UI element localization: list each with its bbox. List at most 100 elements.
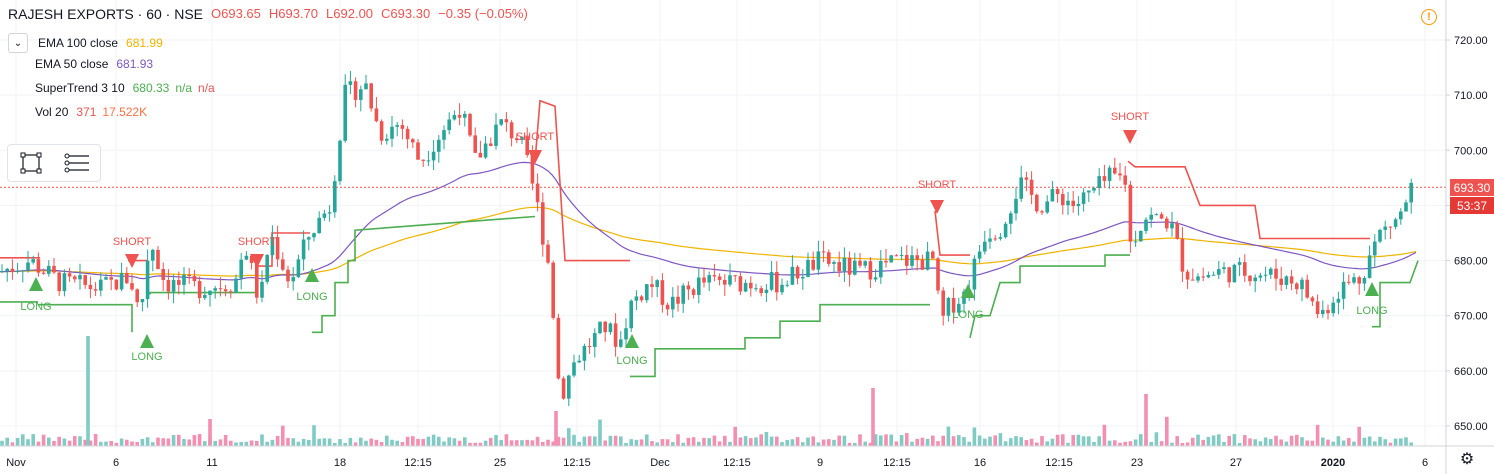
volume-bar — [260, 434, 264, 446]
candle-body — [99, 279, 103, 291]
candle-body — [156, 249, 160, 269]
volume-bar — [951, 436, 956, 446]
gear-icon[interactable]: ⚙ — [1459, 451, 1475, 468]
candle-body — [255, 262, 259, 298]
candle-body — [499, 119, 503, 125]
signal-label: SHORT — [1111, 111, 1150, 123]
indicator-volume[interactable]: Vol 20 371 17.522K — [35, 105, 147, 119]
volume-bar — [1159, 441, 1164, 446]
volume-bar — [712, 435, 717, 446]
volume-bar — [338, 439, 342, 446]
volume-bar — [1118, 442, 1122, 446]
volume-bar — [889, 434, 893, 446]
candle-body — [1237, 262, 1242, 265]
volume-bar — [390, 439, 394, 446]
candle-body — [457, 115, 462, 118]
volume-bar — [5, 437, 9, 446]
volume-bar — [187, 439, 191, 446]
candle-body — [1362, 277, 1367, 284]
symbol-title[interactable]: RAJESH EXPORTS · 60 · NSE — [8, 6, 204, 22]
candle-body — [863, 261, 867, 266]
volume-bar — [1274, 435, 1278, 446]
candle-body — [780, 284, 784, 293]
y-tick-label: 650.00 — [1454, 421, 1488, 433]
volume-bar — [541, 441, 545, 446]
volume-bar — [811, 436, 815, 446]
candle-body — [769, 272, 774, 290]
volume-bar — [1071, 435, 1075, 446]
volume-bar — [1154, 432, 1159, 446]
candle-body — [437, 139, 441, 152]
x-tick-label: 12:15 — [563, 457, 591, 469]
candle-body — [639, 296, 644, 301]
candle-body — [359, 89, 363, 100]
candle-body — [936, 258, 940, 291]
candle-body — [265, 255, 269, 282]
candle-body — [1066, 200, 1070, 206]
candle-body — [1253, 277, 1257, 282]
candle-body — [104, 277, 108, 280]
volume-bar — [676, 434, 680, 446]
candle-body — [1024, 177, 1029, 180]
volume-bar — [473, 442, 477, 446]
rectangle-tool-icon[interactable] — [16, 148, 46, 178]
candle-body — [546, 244, 550, 263]
candle-body — [275, 237, 280, 260]
time-axis: Nov 6 11 18 12:15 25 12:15 Dec 12:15 9 12:15 16 12:1… — [0, 445, 1494, 469]
chevron-down-icon[interactable]: ⌄ — [8, 33, 28, 53]
candle-body — [853, 260, 857, 275]
candle-body — [374, 108, 379, 122]
volume-bar — [587, 436, 592, 446]
ohlc-high: H693.70 — [268, 6, 319, 21]
candle-body — [1170, 223, 1174, 229]
volume-bar — [161, 438, 165, 446]
x-tick-label: 18 — [334, 457, 346, 469]
candle-body — [5, 268, 9, 272]
volume-bar — [1097, 436, 1101, 446]
ohlc-open: O693.65 — [211, 6, 261, 21]
volume-bar — [405, 436, 410, 446]
volume-bar — [447, 437, 451, 446]
candle-body — [1367, 255, 1372, 278]
volume-bar — [1024, 440, 1029, 446]
candle-body — [806, 259, 810, 277]
candle-body — [827, 252, 831, 264]
lines-tool-icon[interactable] — [62, 148, 92, 178]
volume-bar — [1055, 434, 1060, 446]
candle-body — [530, 155, 535, 184]
volume-bar — [1336, 436, 1341, 446]
candle-body — [1139, 230, 1143, 242]
candle-body — [208, 290, 212, 296]
warning-icon[interactable]: ! — [1421, 9, 1437, 25]
indicator-ema100[interactable]: ⌄ EMA 100 close 681.99 — [8, 33, 163, 53]
volume-bar — [1149, 441, 1153, 446]
volume-bar — [1331, 441, 1335, 446]
volume-bar-spike — [86, 336, 90, 446]
volume-bar — [1050, 438, 1055, 446]
candle-body — [983, 241, 987, 252]
indicator-ema50[interactable]: EMA 50 close 681.93 — [35, 57, 153, 71]
candle-body — [1087, 190, 1091, 193]
volume-bar — [515, 440, 519, 446]
volume-bar — [931, 435, 935, 446]
volume-bar — [1347, 438, 1351, 446]
candle-body — [317, 217, 321, 234]
volume-bar — [67, 440, 72, 446]
candle-body — [296, 259, 301, 278]
candle-body — [1211, 274, 1216, 276]
candle-body — [1326, 309, 1330, 314]
candle-body — [177, 280, 181, 285]
candle-body — [421, 159, 425, 161]
volume-bar — [946, 426, 951, 446]
candle-body — [327, 212, 332, 214]
volume-bar — [156, 437, 160, 446]
volume-bar — [1289, 435, 1294, 446]
volume-bar — [858, 434, 862, 446]
volume-bar — [894, 441, 899, 446]
candle-body — [0, 271, 4, 273]
indicator-supertrend[interactable]: SuperTrend 3 10 680.33 n/a n/a — [35, 81, 215, 95]
candle-body — [671, 296, 675, 310]
signal-label: LONG — [952, 309, 983, 321]
candle-body — [650, 284, 654, 287]
